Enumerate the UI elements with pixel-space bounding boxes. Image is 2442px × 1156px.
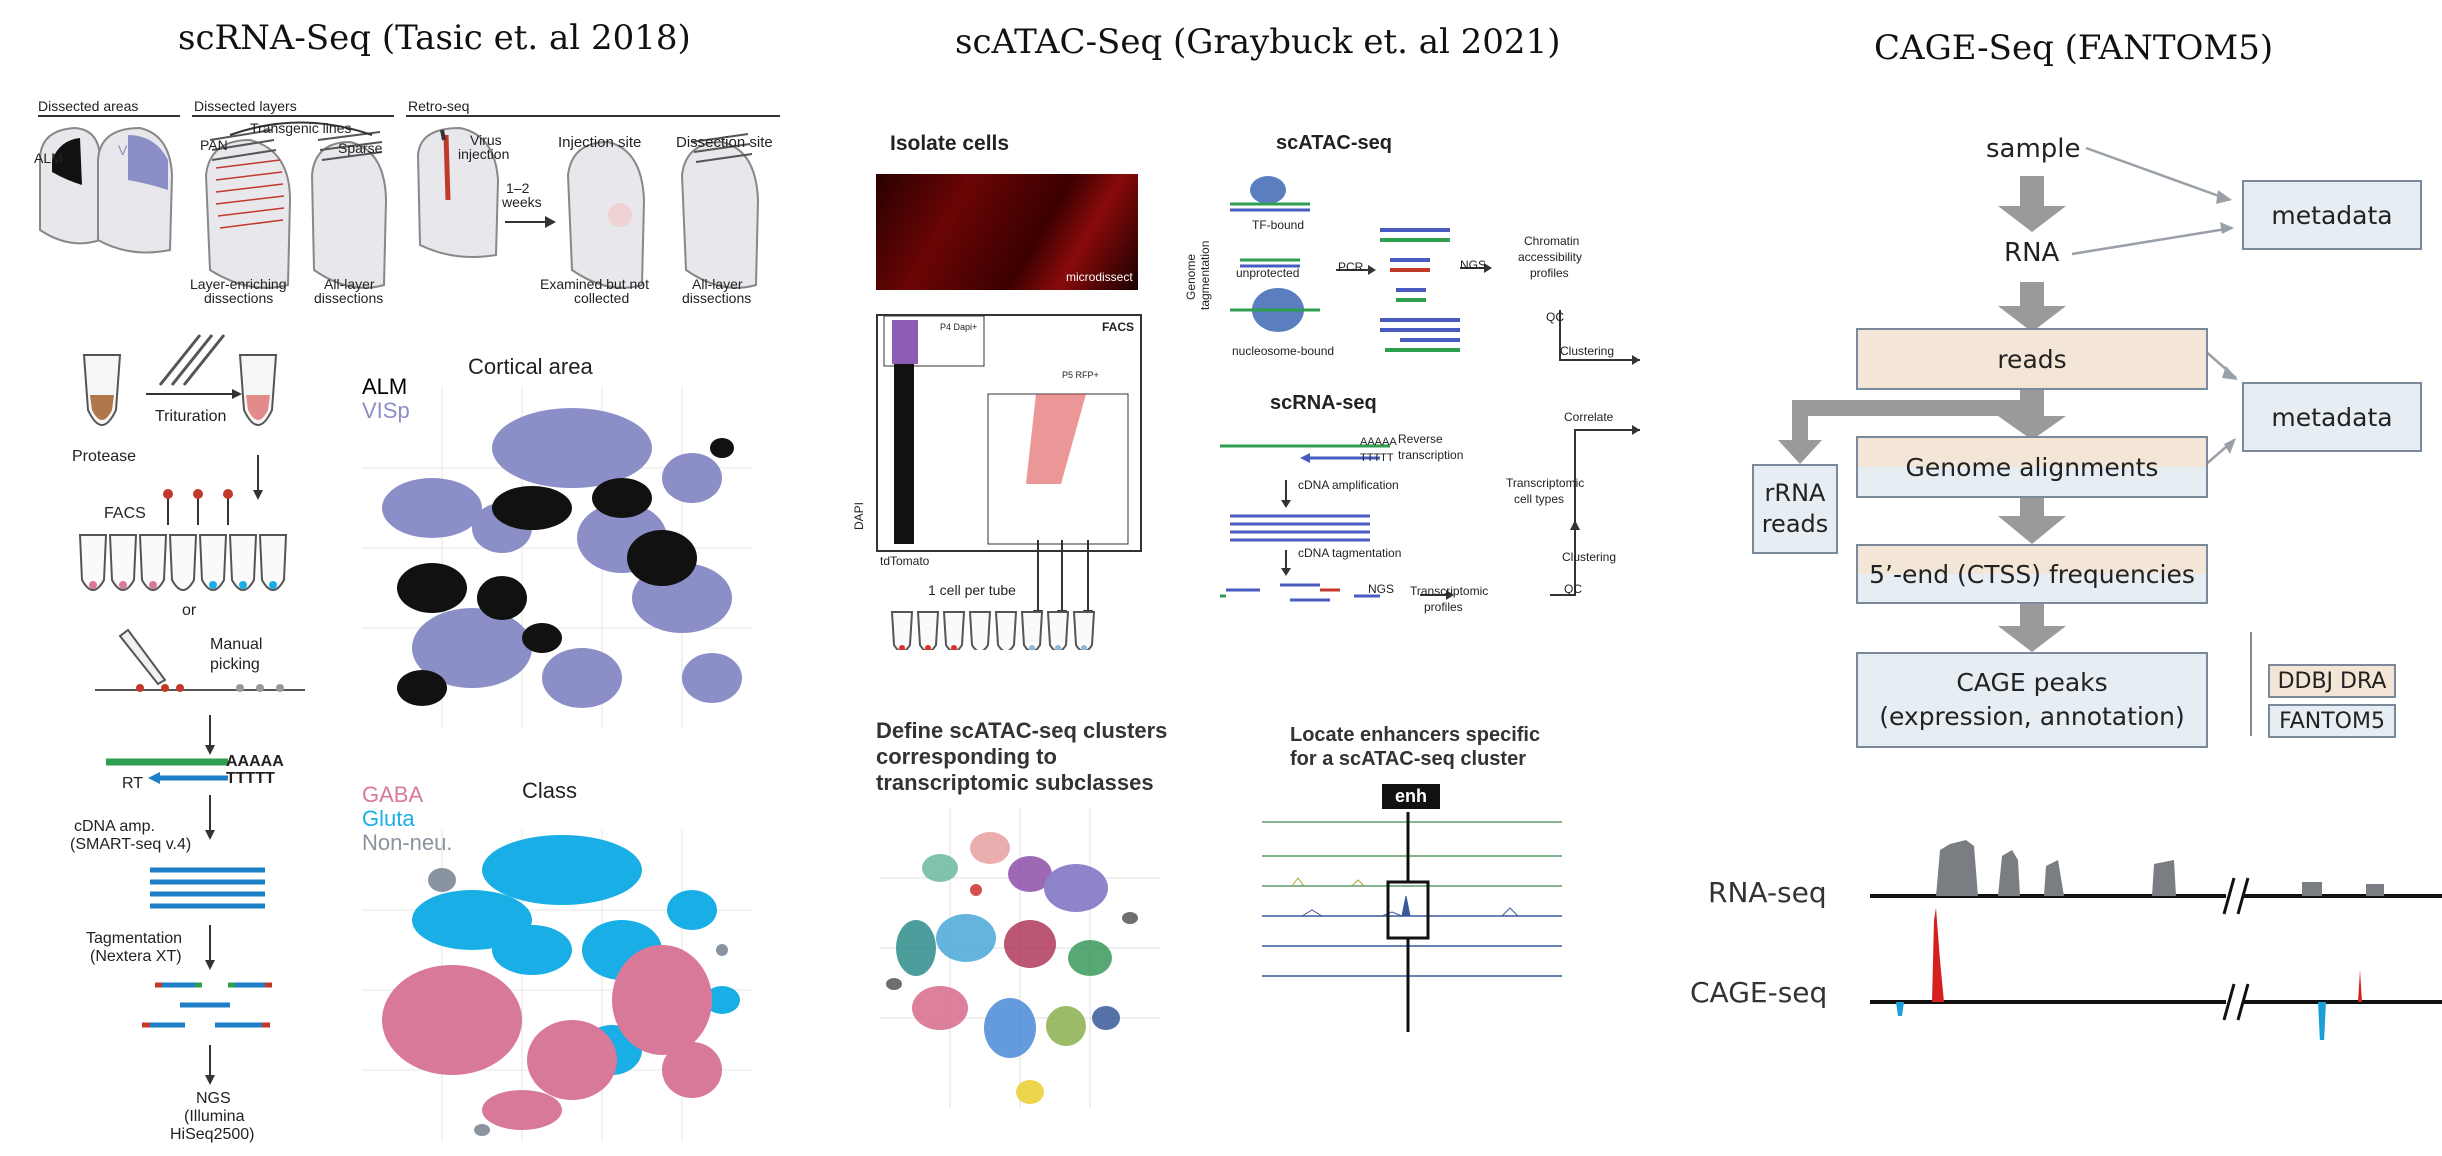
cage-peaks-sub-label: (expression, annotation) [1879,702,2185,731]
cage-metadata-box-2: metadata [2242,382,2422,452]
cage-rrna-label: rRNA [1764,478,1826,507]
label-protease: Protease [72,448,137,465]
label-trituration: Trituration [155,408,227,425]
title-scatac: scATAC-Seq (Graybuck et. al 2021) [955,22,1561,62]
legend-gluta: Gluta [362,806,415,831]
scrna-panel: Dissected areas Dissected layers Retro-s… [0,0,800,1156]
label-examined: Examined but not [540,276,649,292]
label-facs: FACS [104,505,146,522]
label-weeks-1: 1–2 [506,180,530,196]
cage-tracks [1870,840,2442,1040]
title-scrna: scRNA-Seq (Tasic et. al 2018) [178,18,691,58]
label-illumina: (Illumina [184,1108,245,1125]
label-alm-brain: ALM [34,150,63,166]
cage-genome-alignments-box: Genome alignments [1856,436,2208,498]
label-tagmentation: Tagmentation [86,930,183,947]
cage-peaks-label: CAGE peaks [1956,668,2108,698]
class-scatter [362,830,752,1140]
cage-reads-box: reads [1856,328,2208,390]
cage-label-sample: sample [1986,134,2081,164]
label-nextera: (Nextera XT) [90,948,182,965]
label-dissection-site: Dissection site [676,134,773,151]
label-layer-enriching-2: dissections [204,290,274,306]
label-examined-2: collected [574,290,630,306]
label-virus: Virus [470,132,502,148]
header-dissected-areas: Dissected areas [38,98,139,114]
header-dissected-layers: Dissected layers [194,98,297,114]
label-picking: picking [210,656,260,673]
label-all-layer-b-2: dissections [682,290,752,306]
legend-alm: ALM [362,374,408,399]
track-label-cage-seq: CAGE-seq [1690,976,1828,1009]
label-injection: injection [458,146,510,162]
label-polya: AAAAA [226,753,284,770]
label-sparse: Sparse [338,140,383,156]
legend-nonneu: Non-neu. [362,830,453,855]
cage-fantom5-box: FANTOM5 [2268,704,2396,738]
cage-peaks-box: CAGE peaks (expression, annotation) [1856,652,2208,748]
cage-ddbj-box: DDBJ DRA [2268,664,2396,698]
legend-visp: VISp [362,398,410,423]
label-ngs: NGS [196,1090,231,1107]
label-weeks-2: weeks [502,194,542,210]
legend-gaba: GABA [362,782,424,807]
label-injection-site: Injection site [558,134,642,151]
label-cdna-amp: cDNA amp. [74,818,155,835]
label-hiseq: HiSeq2500) [170,1126,255,1143]
label-rt: RT [122,775,144,792]
header-retro-seq: Retro-seq [408,98,470,114]
cage-legend-bracket [2250,632,2260,736]
facs-tubes [78,534,288,591]
label-or: or [182,602,197,619]
label-polyt: TTTTT [226,770,275,787]
track-label-rna-seq: RNA-seq [1708,876,1827,909]
label-transgenic-lines: Transgenic lines [250,120,352,136]
label-layer-enriching: Layer-enriching [190,276,287,292]
label-visp-brain: VISp [118,142,149,158]
cage-ctss-box: 5’-end (CTSS) frequencies [1856,544,2208,604]
label-manual: Manual [210,636,263,653]
cortical-area-scatter [362,388,752,728]
cortical-area-title: Cortical area [468,354,593,379]
label-all-layer-2: dissections [314,290,384,306]
cage-metadata-box-1: metadata [2242,180,2422,250]
label-smart-seq: (SMART-seq v.4) [70,836,192,853]
label-pan: PAN [200,137,228,153]
scrna-diagram [38,115,780,1085]
cage-rrna-box: rRNA reads [1752,464,1838,554]
class-title: Class [522,778,578,803]
label-all-layer: All-layer [324,276,375,292]
cage-label-rna: RNA [2004,238,2060,268]
cage-rrna-reads-label: reads [1761,510,1829,538]
label-all-layer-b: All-layer [692,276,743,292]
title-cage: CAGE-Seq (FANTOM5) [1874,28,2274,68]
